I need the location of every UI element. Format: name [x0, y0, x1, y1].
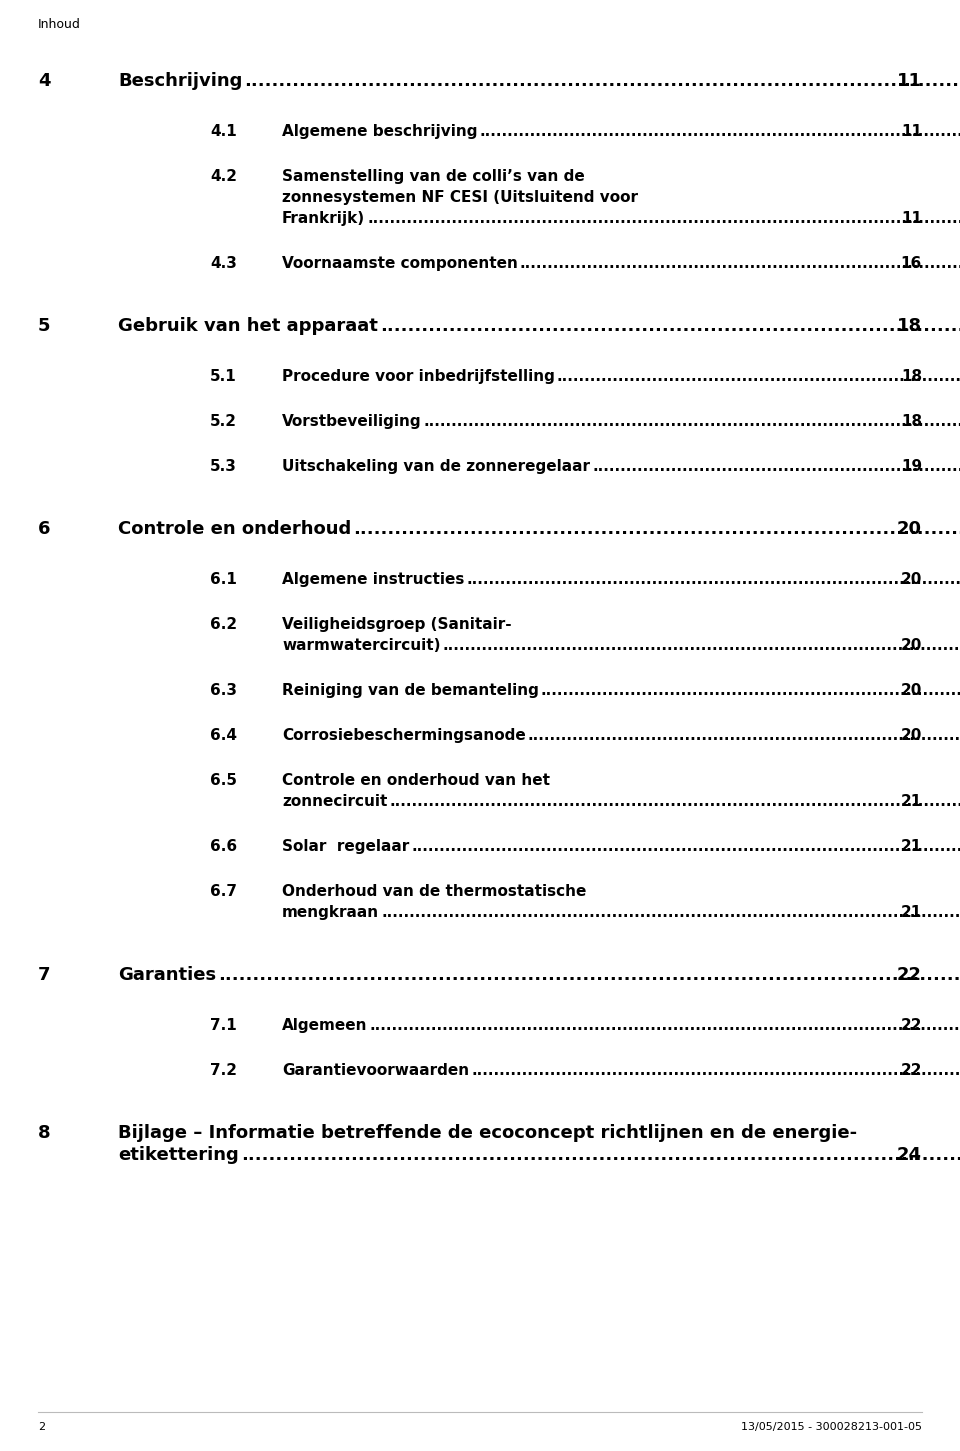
Text: ................................................................................: ........................................… — [592, 459, 960, 474]
Text: 4: 4 — [38, 73, 51, 90]
Text: 11: 11 — [901, 123, 922, 139]
Text: ................................................................................: ........................................… — [390, 794, 960, 810]
Text: Controle en onderhoud van het: Controle en onderhoud van het — [282, 773, 550, 788]
Text: Algemene beschrijving: Algemene beschrijving — [282, 123, 477, 139]
Text: Garantievoorwaarden: Garantievoorwaarden — [282, 1064, 469, 1078]
Text: 18: 18 — [900, 414, 922, 429]
Text: Onderhoud van de thermostatische: Onderhoud van de thermostatische — [282, 884, 587, 900]
Text: warmwatercircuit): warmwatercircuit) — [282, 638, 441, 653]
Text: 21: 21 — [900, 794, 922, 810]
Text: Controle en onderhoud: Controle en onderhoud — [118, 519, 351, 538]
Text: 5.2: 5.2 — [210, 414, 237, 429]
Text: Algemene instructies: Algemene instructies — [282, 572, 465, 588]
Text: 6.1: 6.1 — [210, 572, 237, 588]
Text: ................................................................................: ........................................… — [245, 73, 960, 90]
Text: 7: 7 — [38, 966, 51, 984]
Text: Samenstelling van de colli’s van de: Samenstelling van de colli’s van de — [282, 168, 585, 184]
Text: Voornaamste componenten: Voornaamste componenten — [282, 255, 517, 271]
Text: 8: 8 — [38, 1125, 51, 1142]
Text: ................................................................................: ........................................… — [423, 414, 960, 429]
Text: 18: 18 — [900, 369, 922, 385]
Text: 6.2: 6.2 — [210, 617, 237, 633]
Text: 6: 6 — [38, 519, 51, 538]
Text: etikettering: etikettering — [118, 1146, 239, 1164]
Text: ................................................................................: ........................................… — [479, 123, 960, 139]
Text: ................................................................................: ........................................… — [520, 255, 960, 271]
Text: ................................................................................: ........................................… — [353, 519, 960, 538]
Text: ................................................................................: ........................................… — [411, 839, 960, 855]
Text: 11: 11 — [901, 210, 922, 226]
Text: ................................................................................: ........................................… — [241, 1146, 960, 1164]
Text: 5.3: 5.3 — [210, 459, 237, 474]
Text: 21: 21 — [900, 905, 922, 920]
Text: Uitschakeling van de zonneregelaar: Uitschakeling van de zonneregelaar — [282, 459, 590, 474]
Text: Bijlage – Informatie betreffende de ecoconcept richtlijnen en de energie-: Bijlage – Informatie betreffende de ecoc… — [118, 1125, 857, 1142]
Text: 22: 22 — [900, 1064, 922, 1078]
Text: 5.1: 5.1 — [210, 369, 237, 385]
Text: ................................................................................: ........................................… — [367, 210, 960, 226]
Text: Garanties: Garanties — [118, 966, 216, 984]
Text: ................................................................................: ........................................… — [540, 683, 960, 698]
Text: 4.3: 4.3 — [210, 255, 237, 271]
Text: 20: 20 — [900, 572, 922, 588]
Text: ................................................................................: ........................................… — [443, 638, 960, 653]
Text: zonnecircuit: zonnecircuit — [282, 794, 388, 810]
Text: 16: 16 — [900, 255, 922, 271]
Text: 6.5: 6.5 — [210, 773, 237, 788]
Text: 13/05/2015 - 300028213-001-05: 13/05/2015 - 300028213-001-05 — [741, 1422, 922, 1432]
Text: 22: 22 — [897, 966, 922, 984]
Text: 11: 11 — [897, 73, 922, 90]
Text: Reiniging van de bemanteling: Reiniging van de bemanteling — [282, 683, 539, 698]
Text: 6.6: 6.6 — [210, 839, 237, 855]
Text: Gebruik van het apparaat: Gebruik van het apparaat — [118, 316, 378, 335]
Text: ................................................................................: ........................................… — [528, 728, 960, 743]
Text: 2: 2 — [38, 1422, 45, 1432]
Text: Procedure voor inbedrijfstelling: Procedure voor inbedrijfstelling — [282, 369, 555, 385]
Text: 20: 20 — [900, 638, 922, 653]
Text: Corrosiebeschermingsanode: Corrosiebeschermingsanode — [282, 728, 526, 743]
Text: 22: 22 — [900, 1019, 922, 1033]
Text: 4.2: 4.2 — [210, 168, 237, 184]
Text: 4.1: 4.1 — [210, 123, 237, 139]
Text: Veiligheidsgroep (Sanitair-: Veiligheidsgroep (Sanitair- — [282, 617, 512, 633]
Text: 20: 20 — [900, 728, 922, 743]
Text: Inhoud: Inhoud — [38, 17, 81, 30]
Text: Beschrijving: Beschrijving — [118, 73, 242, 90]
Text: 19: 19 — [900, 459, 922, 474]
Text: 6.7: 6.7 — [210, 884, 237, 900]
Text: ................................................................................: ........................................… — [471, 1064, 960, 1078]
Text: Frankrijk): Frankrijk) — [282, 210, 365, 226]
Text: 6.4: 6.4 — [210, 728, 237, 743]
Text: 7.1: 7.1 — [210, 1019, 237, 1033]
Text: zonnesystemen NF CESI (Uitsluitend voor: zonnesystemen NF CESI (Uitsluitend voor — [282, 190, 638, 205]
Text: ................................................................................: ........................................… — [218, 966, 960, 984]
Text: ................................................................................: ........................................… — [381, 905, 960, 920]
Text: 20: 20 — [897, 519, 922, 538]
Text: 6.3: 6.3 — [210, 683, 237, 698]
Text: ................................................................................: ........................................… — [467, 572, 960, 588]
Text: ................................................................................: ........................................… — [370, 1019, 960, 1033]
Text: 20: 20 — [900, 683, 922, 698]
Text: 24: 24 — [897, 1146, 922, 1164]
Text: 18: 18 — [897, 316, 922, 335]
Text: 21: 21 — [900, 839, 922, 855]
Text: ................................................................................: ........................................… — [380, 316, 960, 335]
Text: 7.2: 7.2 — [210, 1064, 237, 1078]
Text: Algemeen: Algemeen — [282, 1019, 368, 1033]
Text: mengkraan: mengkraan — [282, 905, 379, 920]
Text: Vorstbeveiliging: Vorstbeveiliging — [282, 414, 421, 429]
Text: 5: 5 — [38, 316, 51, 335]
Text: Solar  regelaar: Solar regelaar — [282, 839, 409, 855]
Text: ................................................................................: ........................................… — [557, 369, 960, 385]
